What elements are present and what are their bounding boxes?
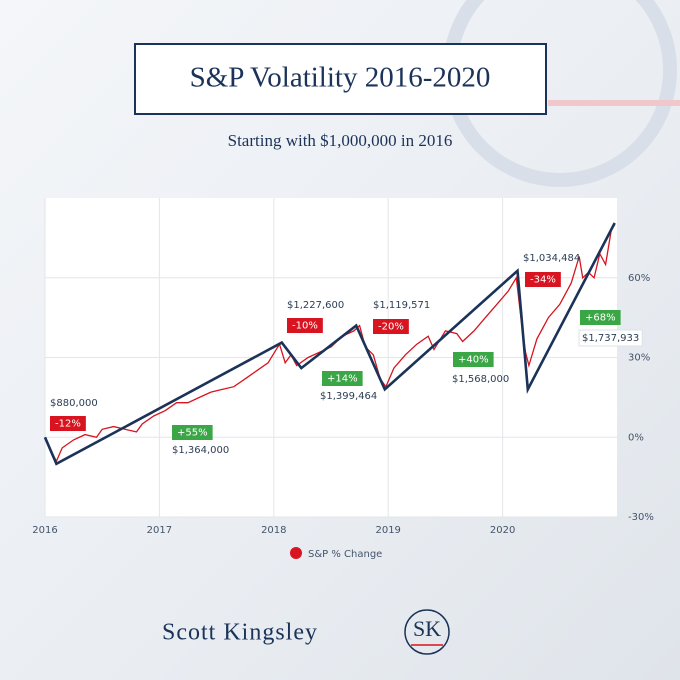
chart-title: S&P Volatility 2016-2020 xyxy=(190,62,491,94)
title-box xyxy=(134,43,547,115)
brand-monogram: SK xyxy=(413,616,441,641)
brand-name: Scott Kingsley xyxy=(162,620,318,646)
y-tick-label: -30% xyxy=(628,512,654,523)
change-label: +40% xyxy=(458,355,489,366)
legend-marker xyxy=(290,547,302,559)
x-tick-label: 2016 xyxy=(32,525,57,536)
amount-label: $1,737,933 xyxy=(582,333,639,344)
change-badge xyxy=(322,371,363,386)
amount-label: $1,568,000 xyxy=(452,374,509,385)
chart-subtitle: Starting with $1,000,000 in 2016 xyxy=(228,131,453,150)
change-label: +68% xyxy=(585,313,616,324)
legend-label: S&P % Change xyxy=(308,549,382,560)
change-badge xyxy=(50,416,86,431)
change-badge xyxy=(373,319,409,334)
y-tick-label: 0% xyxy=(628,432,644,443)
change-label: -12% xyxy=(55,419,81,430)
x-tick-label: 2018 xyxy=(261,525,286,536)
annotations: $880,000 -12% $1,364,000 +55% $1,227,600 -10%… xyxy=(50,253,643,456)
amount-label: $880,000 xyxy=(50,398,98,409)
change-label: -34% xyxy=(530,275,556,286)
x-tick-label: 2017 xyxy=(147,525,172,536)
series-line xyxy=(44,224,616,463)
change-label: +55% xyxy=(177,428,208,439)
change-badge xyxy=(287,318,323,333)
change-label: +14% xyxy=(327,374,358,385)
x-tick-label: 2019 xyxy=(375,525,400,536)
y-tick-label: 30% xyxy=(628,353,650,364)
amount-label: $1,227,600 xyxy=(287,300,344,311)
amount-background xyxy=(578,329,643,347)
change-badge xyxy=(525,272,561,287)
amount-label: $1,034,484 xyxy=(523,253,580,264)
brand-logo-ring xyxy=(404,609,450,655)
change-badge xyxy=(580,310,621,325)
amount-label: $1,119,571 xyxy=(373,300,430,311)
change-badge xyxy=(453,352,494,367)
plot xyxy=(43,222,616,466)
amount-label: $1,364,000 xyxy=(172,445,229,456)
amount-label: $1,399,464 xyxy=(320,391,377,402)
change-badge xyxy=(172,425,213,440)
x-tick-label: 2020 xyxy=(490,525,515,536)
change-label: -20% xyxy=(378,322,404,333)
decor-bar xyxy=(548,100,680,106)
change-label: -10% xyxy=(292,321,318,332)
y-tick-label: 60% xyxy=(628,273,650,284)
trend-line xyxy=(43,222,616,466)
grid: -30% 0% 30% 60% 2016 2017 2018 2019 2020 xyxy=(32,198,654,536)
